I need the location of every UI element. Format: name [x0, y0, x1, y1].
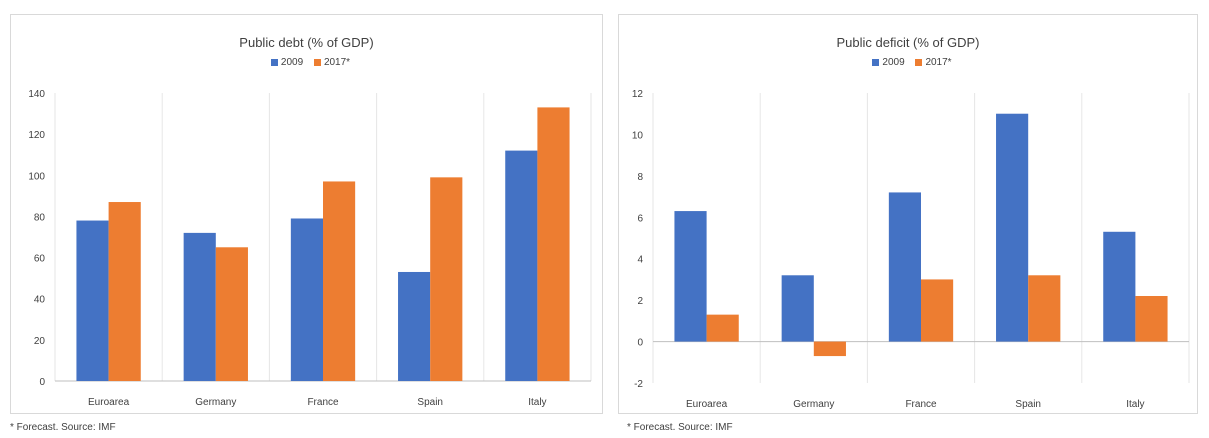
bar-italy-2009: [505, 150, 538, 381]
x-tick-label: France: [905, 399, 937, 410]
y-tick-label: 140: [28, 89, 45, 100]
bar-france-2009: [888, 192, 921, 342]
bar-germany-2017: [215, 247, 248, 381]
bar-italy-2017: [537, 107, 570, 382]
x-tick-label: Euroarea: [88, 397, 130, 408]
legend-swatch-2017: [915, 59, 923, 66]
footnote-right: * Forecast. Source: IMF: [627, 422, 733, 433]
x-tick-label: Euroarea: [686, 399, 728, 410]
bar-spain-2009: [996, 113, 1029, 342]
chart-title: Public deficit (% of GDP): [836, 35, 980, 50]
x-tick-label: Spain: [1015, 399, 1041, 410]
legend-swatch-2017: [313, 59, 321, 66]
bar-france-2017: [921, 279, 954, 342]
y-tick-label: 8: [637, 172, 643, 183]
y-tick-label: 40: [34, 295, 46, 306]
x-tick-label: France: [307, 397, 339, 408]
bar-spain-2017: [1028, 275, 1061, 342]
x-tick-label: Germany: [195, 397, 236, 408]
y-tick-label: 12: [632, 89, 644, 100]
y-tick-label: 20: [34, 336, 46, 347]
bar-italy-2017: [1135, 296, 1168, 342]
public-debt-chart: Public debt (% of GDP) 2009 2017* 0 20 40 6…: [10, 14, 603, 414]
bar-euroarea-2017: [108, 202, 141, 381]
chart-legend: 2009 2017*: [619, 57, 1197, 68]
y-tick-label: 2: [637, 296, 643, 307]
y-tick-label: 100: [28, 171, 45, 182]
y-tick-label: 0: [637, 338, 643, 349]
x-tick-label: Italy: [528, 397, 546, 408]
y-tick-label: 80: [34, 212, 46, 223]
bar-euroarea-2017: [706, 314, 739, 342]
x-tick-label: Spain: [417, 397, 443, 408]
legend-label-2009: 2009: [280, 57, 304, 68]
public-deficit-plot: -2 0 2 4 6 8 10 12 Euroarea Germany France Spain Ita…: [632, 89, 1190, 410]
bar-euroarea-2009: [76, 220, 109, 381]
chart-title: Public debt (% of GDP): [239, 35, 374, 50]
y-tick-label: 10: [632, 130, 644, 141]
legend-label-2017: 2017*: [925, 57, 952, 68]
legend-label-2009: 2009: [882, 57, 905, 68]
legend-label-2017: 2017*: [323, 57, 351, 68]
x-tick-label: Italy: [1126, 399, 1144, 410]
y-tick-label: 4: [637, 255, 643, 266]
y-tick-label: 120: [28, 130, 45, 141]
y-tick-label: 6: [637, 213, 643, 224]
bar-germany-2017: [813, 341, 846, 357]
bar-italy-2009: [1103, 231, 1136, 342]
public-deficit-chart: Public deficit (% of GDP) 2009 2017* -2 0…: [618, 14, 1198, 414]
legend-swatch-2009: [872, 59, 880, 66]
y-tick-label: -2: [634, 379, 643, 390]
chart-legend: 2009 2017*: [11, 57, 602, 68]
bar-germany-2009: [781, 275, 814, 342]
bar-france-2009: [290, 218, 323, 381]
y-tick-label: 0: [39, 377, 45, 388]
footnote-left: * Forecast. Source: IMF: [10, 422, 116, 433]
bar-france-2017: [323, 181, 356, 381]
bar-germany-2009: [183, 232, 216, 381]
x-tick-label: Germany: [793, 399, 834, 410]
y-tick-label: 60: [34, 254, 46, 265]
bar-spain-2017: [430, 177, 463, 381]
bar-euroarea-2009: [674, 211, 707, 342]
legend-swatch-2009: [270, 59, 278, 66]
public-debt-plot: 0 20 40 60 80 100 120 140 Euroarea Germany France S…: [28, 89, 592, 408]
bar-spain-2009: [398, 271, 431, 381]
